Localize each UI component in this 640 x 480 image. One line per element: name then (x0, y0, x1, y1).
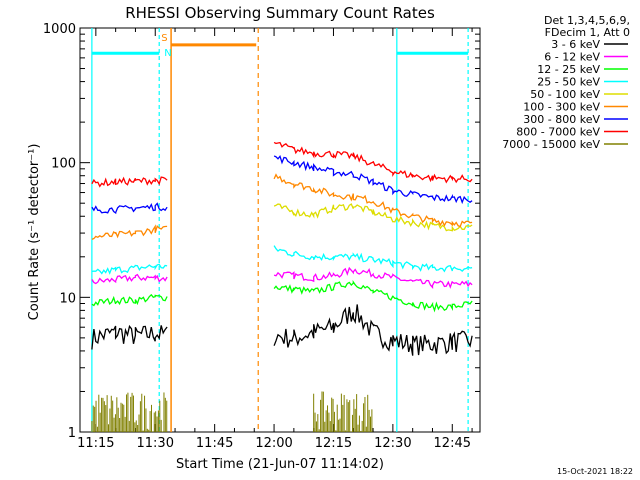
series-1 (91, 266, 473, 289)
legend-header: FDecim 1, Att 0 (545, 26, 630, 39)
x-tick-label: 11:30 (137, 436, 174, 451)
series-3 (91, 245, 473, 275)
x-axis-label: Start Time (21-Jun-07 11:14:02) (176, 457, 384, 472)
series-6 (91, 154, 473, 215)
x-tick-label: 12:00 (255, 436, 292, 451)
legend-label: 6 - 12 keV (544, 51, 600, 64)
y-tick-label: 1000 (43, 22, 76, 37)
legend-label: 3 - 6 keV (551, 38, 600, 51)
chart-title: RHESSI Observing Summary Count Rates (125, 4, 435, 22)
marker-s-label: S (161, 33, 167, 44)
series-5 (91, 173, 473, 240)
x-tick-label: 11:15 (77, 436, 114, 451)
y-tick-label: 100 (51, 157, 76, 172)
legend-label: 50 - 100 keV (530, 88, 600, 101)
series-2 (91, 280, 473, 313)
legend-label: 25 - 50 keV (537, 76, 600, 89)
legend-label: 7000 - 15000 keV (502, 138, 600, 151)
series-7 (91, 141, 473, 188)
legend-label: 800 - 7000 keV (516, 126, 600, 139)
x-tick-label: 12:30 (374, 436, 411, 451)
legend-label: 12 - 25 keV (537, 63, 600, 76)
y-axis-label: Count Rate (s⁻¹ detector⁻¹) (27, 144, 42, 321)
series-4 (273, 203, 473, 232)
plot-frame (79, 27, 481, 433)
series-8 (91, 391, 373, 432)
series-0 (91, 304, 473, 356)
marker-n-label: N (164, 48, 171, 59)
x-tick-label: 11:45 (196, 436, 233, 451)
legend-label: 100 - 300 keV (523, 101, 600, 114)
x-tick-label: 12:45 (434, 436, 471, 451)
y-tick-label: 10 (59, 291, 76, 306)
legend-header: Det 1,3,4,5,6,9, (544, 14, 630, 27)
date-stamp: 15-Oct-2021 18:22 (557, 467, 633, 476)
legend-label: 300 - 800 keV (523, 113, 600, 126)
y-tick-label: 1 (68, 426, 76, 441)
x-tick-label: 12:15 (315, 436, 352, 451)
